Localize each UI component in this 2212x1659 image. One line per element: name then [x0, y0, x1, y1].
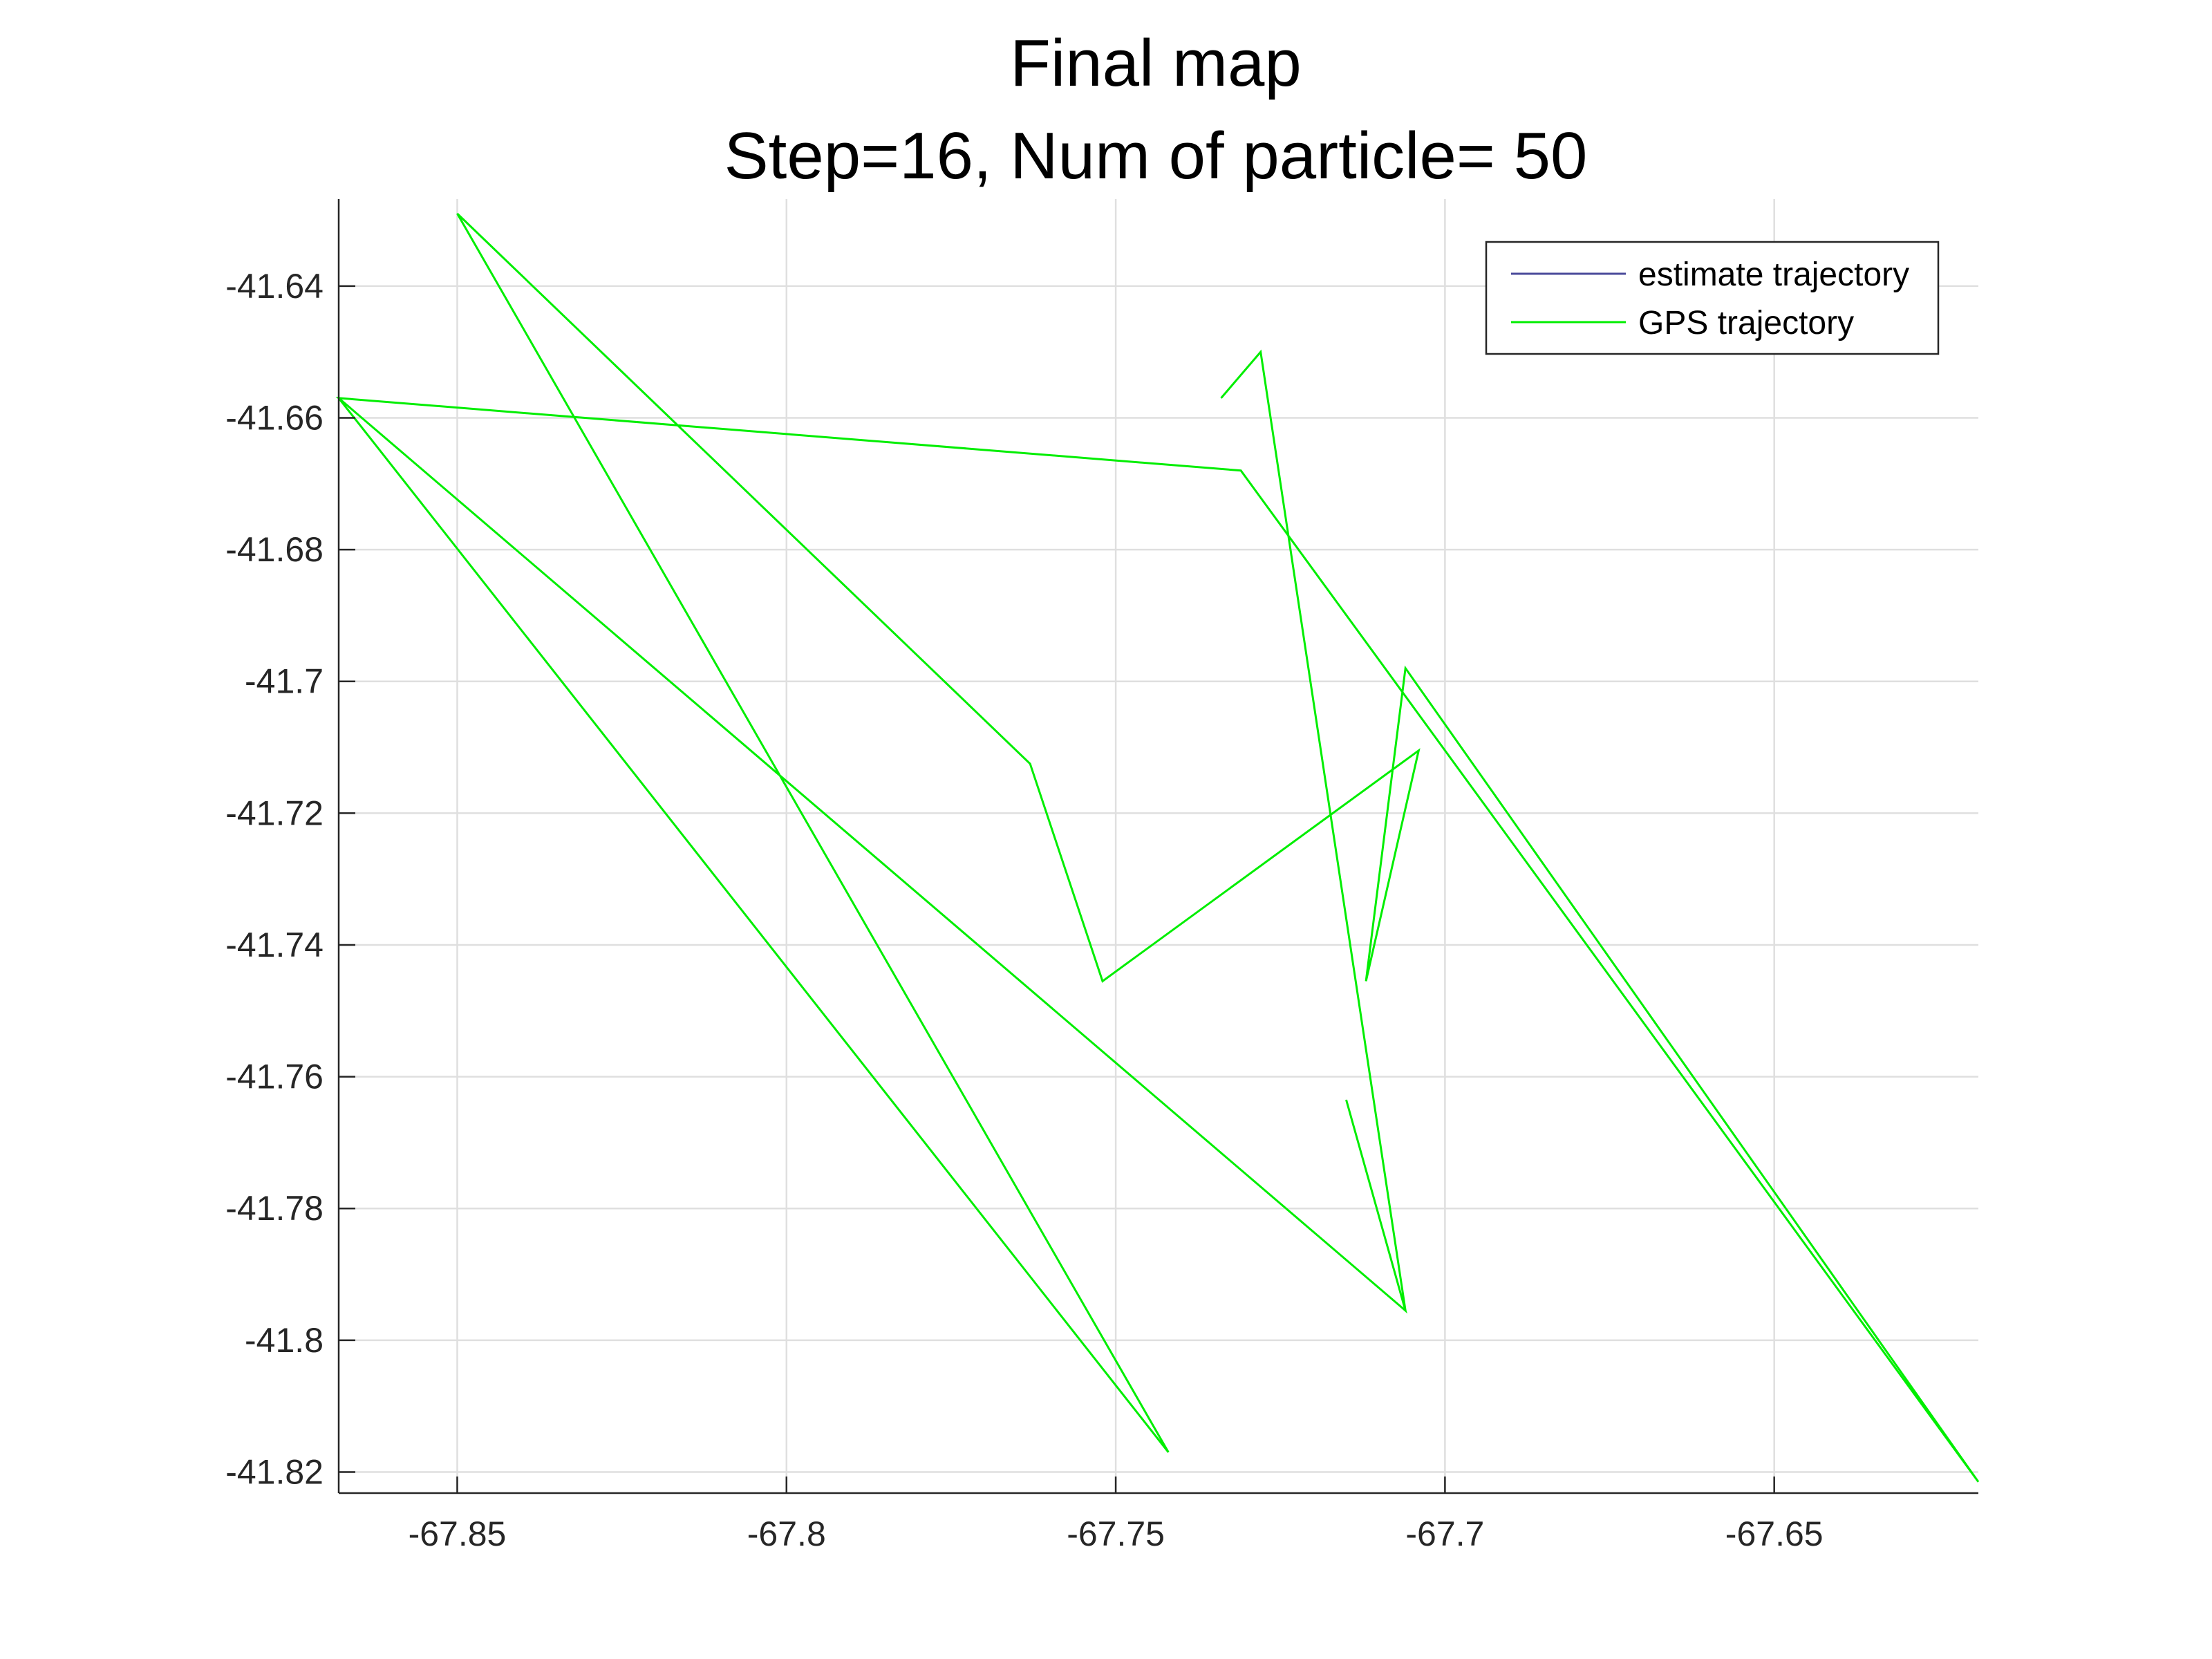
grid	[339, 199, 1978, 1493]
y-tick-label: -41.68	[225, 530, 324, 569]
y-tick-label: -41.7	[245, 662, 324, 701]
y-tick-label: -41.66	[225, 398, 324, 437]
y-tick-label: -41.8	[245, 1321, 324, 1360]
axes: -67.85 -67.8 -67.75 -67.7 -67.65 -41.64 -41.66…	[225, 199, 1978, 1553]
y-tick-label: -41.82	[225, 1452, 324, 1491]
y-tick-label: -41.78	[225, 1189, 324, 1228]
x-tick-label: -67.8	[747, 1515, 826, 1553]
y-tick-label: -41.74	[225, 926, 324, 964]
legend-label-gps-trajectory: GPS trajectory	[1638, 305, 1854, 341]
plot-area	[335, 212, 1980, 1483]
chart-subtitle: Step=16, Num of particle= 50	[724, 119, 1588, 193]
y-tick-label: -41.64	[225, 267, 324, 306]
y-tick-label: -41.76	[225, 1058, 324, 1096]
x-tick-label: -67.65	[1725, 1515, 1824, 1553]
y-tick-label: -41.72	[225, 794, 324, 832]
x-tick-label: -67.85	[409, 1515, 507, 1553]
x-tick-label: -67.7	[1405, 1515, 1484, 1553]
series-line-gps-trajectory	[335, 212, 1980, 1483]
legend: estimate trajectory GPS trajectory	[1485, 241, 1940, 355]
chart-title: Final map	[1010, 26, 1302, 100]
legend-box	[1485, 241, 1940, 355]
legend-label-estimate-trajectory: estimate trajectory	[1638, 256, 1909, 293]
x-tick-label: -67.75	[1067, 1515, 1165, 1553]
